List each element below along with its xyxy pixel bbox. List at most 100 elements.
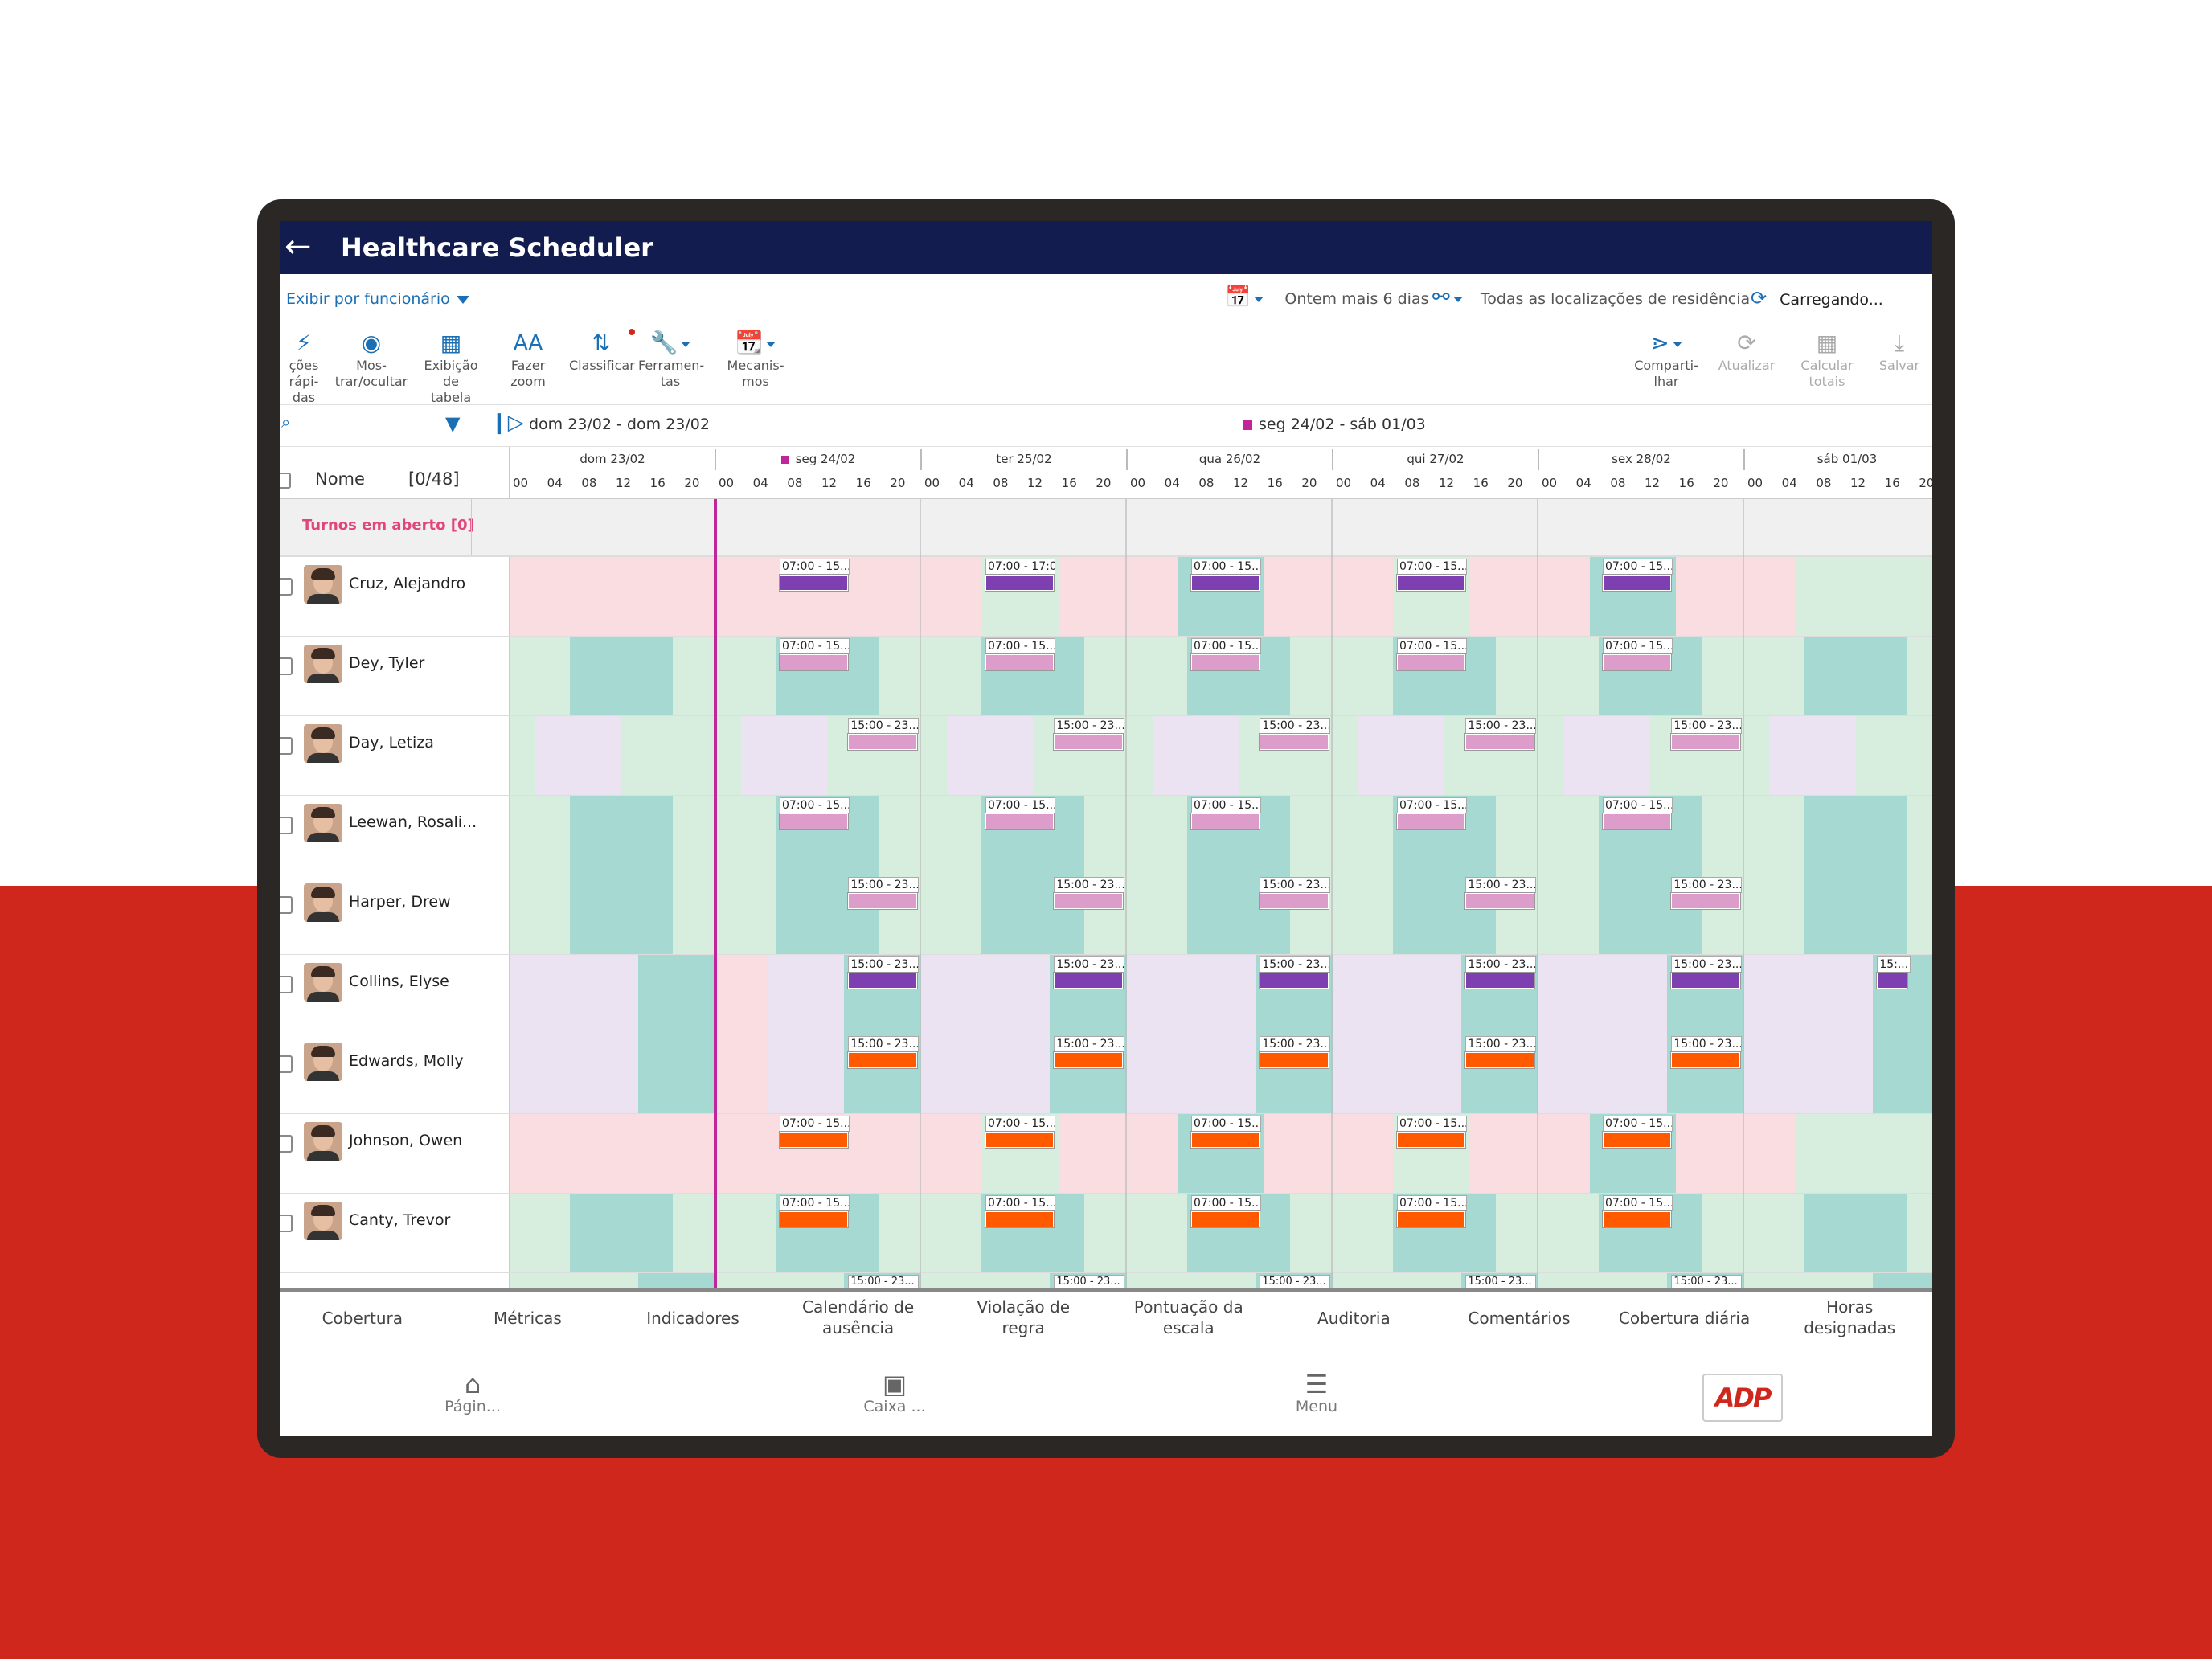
tool-refresh[interactable]: ⟳ Atualizar [1710,329,1783,374]
employee-name[interactable]: Dey, Tyler [349,654,425,672]
shift-block[interactable]: 07:00 - 15... [1603,797,1673,830]
view-by-dropdown[interactable]: Exibir por funcionário [286,290,469,308]
back-arrow-icon[interactable]: ← [285,228,312,265]
employee-name[interactable]: Edwards, Molly [349,1052,464,1070]
shift-block[interactable]: 15:00 - 23... [848,877,919,909]
shift-block[interactable]: 15:00 - 23... [1671,718,1742,750]
shift-block[interactable]: 15:00 - 23... [1260,877,1330,909]
tab-bottom-1[interactable]: Métricas [445,1308,611,1329]
shift-block[interactable]: 07:00 - 15... [1397,1195,1468,1227]
date-range-selector[interactable]: 📅 Ontem mais 6 dias [1225,285,1428,309]
shift-block[interactable]: 07:00 - 15... [1603,638,1673,670]
tab-bottom-7[interactable]: Comentários [1436,1308,1602,1329]
tool-calculate-totals[interactable]: ▦ Calcular totais [1791,329,1863,390]
adp-logo[interactable]: ADP [1702,1374,1783,1422]
nav-menu[interactable]: ☰ Menu [1276,1370,1357,1415]
shift-block[interactable]: 07:00 - 17:00 [985,559,1056,591]
shift-block[interactable]: 07:00 - 15... [780,638,850,670]
row-checkbox[interactable] [280,817,293,834]
row-checkbox[interactable] [280,578,293,596]
shift-block[interactable]: 07:00 - 15... [1603,559,1673,591]
shift-block[interactable]: 07:00 - 15... [780,797,850,830]
shift-time-label[interactable]: 15:00 - 23... [1260,1275,1330,1288]
tool-save[interactable]: ⤓ Salvar [1871,329,1927,374]
shift-block[interactable]: 07:00 - 15... [1397,638,1468,670]
tab-bottom-3[interactable]: Calendário de ausência [776,1296,941,1338]
tab-bottom-9[interactable]: Horas designadas [1767,1296,1932,1338]
row-checkbox[interactable] [280,657,293,675]
tool-tools[interactable]: 🔧 Ferramen-tas [638,330,705,389]
nav-inbox[interactable]: ▣ Caixa ... [850,1370,939,1415]
row-checkbox[interactable] [280,737,293,755]
row-checkbox[interactable] [280,976,293,993]
shift-block[interactable]: 07:00 - 15... [985,1195,1056,1227]
shift-block[interactable]: 07:00 - 15... [780,1116,850,1148]
row-checkbox[interactable] [280,1055,293,1073]
tab-bottom-8[interactable]: Cobertura diária [1602,1308,1768,1329]
tool-sort[interactable]: ⇅ Classificar [569,330,635,373]
shift-block[interactable]: 07:00 - 15... [1603,1195,1673,1227]
shift-block[interactable]: 07:00 - 15... [1191,559,1262,591]
shift-time-label[interactable]: 15:00 - 23... [1465,1275,1536,1288]
shift-time-label[interactable]: 15:00 - 23... [1054,1275,1124,1288]
shift-block[interactable]: 15:... [1877,956,1911,989]
tab-bottom-4[interactable]: Violação de regra [940,1296,1106,1338]
tab-bottom-2[interactable]: Indicadores [610,1308,776,1329]
tool-share[interactable]: ⋗ Comparti-lhar [1630,329,1702,390]
tool-engines[interactable]: 📆 Mecanis-mos [723,329,788,390]
name-column-header[interactable]: Nome [315,469,365,489]
shift-block[interactable]: 07:00 - 15... [1191,797,1262,830]
shift-block[interactable]: 15:00 - 23... [1465,718,1536,750]
tab-bottom-5[interactable]: Pontuação da escala [1106,1296,1272,1338]
nav-home[interactable]: ⌂ Págin... [432,1370,513,1415]
shift-block[interactable]: 15:00 - 23... [1054,1036,1124,1068]
shift-block[interactable]: 15:00 - 23... [1054,956,1124,989]
shift-block[interactable]: 07:00 - 15... [780,559,850,591]
shift-block[interactable]: 15:00 - 23... [1260,718,1330,750]
shift-block[interactable]: 15:00 - 23... [848,956,919,989]
shift-block[interactable]: 15:00 - 23... [1260,956,1330,989]
employee-name[interactable]: Harper, Drew [349,893,451,911]
row-checkbox[interactable] [280,1135,293,1153]
shift-block[interactable]: 07:00 - 15... [985,1116,1056,1148]
shift-block[interactable]: 07:00 - 15... [1397,1116,1468,1148]
employee-name[interactable]: Leewan, Rosali... [349,813,477,831]
shift-block[interactable]: 15:00 - 23... [1054,877,1124,909]
shift-block[interactable]: 15:00 - 23... [1465,877,1536,909]
filter-icon[interactable]: ▼ [445,412,461,435]
tool-table-view[interactable]: ▦ Exibição de tabela [415,329,487,406]
shift-block[interactable]: 15:00 - 23... [1054,718,1124,750]
shift-block[interactable]: 15:00 - 23... [1260,1036,1330,1068]
collapse-columns-icon[interactable]: ❙▷ [490,411,524,435]
employee-name[interactable]: Cruz, Alejandro [349,575,466,592]
employee-name[interactable]: Collins, Elyse [349,973,449,990]
shift-block[interactable]: 07:00 - 15... [1191,638,1262,670]
shift-block[interactable]: 07:00 - 15... [780,1195,850,1227]
open-shifts-label[interactable]: Turnos em aberto [0] [302,517,474,534]
shift-block[interactable]: 15:00 - 23... [1671,1036,1742,1068]
shift-time-label[interactable]: 15:00 - 23... [1671,1275,1742,1288]
shift-time-label[interactable]: 15:00 - 23... [848,1275,919,1288]
select-all-checkbox[interactable] [280,473,291,489]
shift-block[interactable]: 07:00 - 15... [1397,559,1468,591]
shift-block[interactable]: 07:00 - 15... [1397,797,1468,830]
shift-block[interactable]: 07:00 - 15... [1191,1116,1262,1148]
employee-name[interactable]: Johnson, Owen [349,1132,463,1149]
tab-bottom-6[interactable]: Auditoria [1272,1308,1437,1329]
shift-block[interactable]: 07:00 - 15... [985,797,1056,830]
tab-bottom-0[interactable]: Cobertura [280,1308,445,1329]
shift-block[interactable]: 15:00 - 23... [848,718,919,750]
row-checkbox[interactable] [280,1215,293,1232]
employee-name[interactable]: Day, Letiza [349,734,434,752]
shift-block[interactable]: 15:00 - 23... [1671,877,1742,909]
shift-block[interactable]: 15:00 - 23... [848,1036,919,1068]
shift-block[interactable]: 15:00 - 23... [1465,1036,1536,1068]
employee-name[interactable]: Canty, Trevor [349,1211,451,1229]
row-checkbox[interactable] [280,896,293,914]
tool-show-hide[interactable]: ◉ Mos-trar/ocultar [333,329,410,390]
location-selector[interactable]: ⚯ Todas as localizações de residência [1432,285,1750,309]
shift-block[interactable]: 07:00 - 15... [1191,1195,1262,1227]
tool-quick-actions[interactable]: ⚡ ções rápi-das [280,329,328,406]
shift-block[interactable]: 07:00 - 15... [1603,1116,1673,1148]
shift-block[interactable]: 15:00 - 23... [1671,956,1742,989]
